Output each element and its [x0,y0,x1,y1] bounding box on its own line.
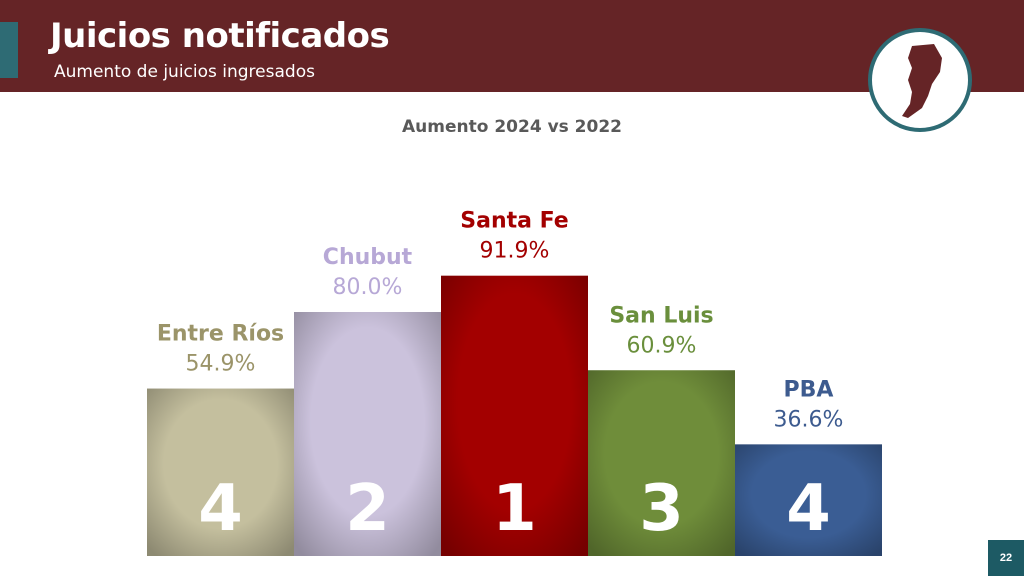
header-accent [0,22,18,78]
bar-shading [294,312,441,556]
province-map-icon [868,28,972,132]
bar-shading [441,275,588,556]
page-number: 22 [988,540,1024,576]
data-label: 60.9% [627,333,697,358]
bar-rank-label: 2 [345,472,390,546]
bar-rank-label: 1 [492,472,537,546]
data-label: 80.0% [333,275,403,300]
page-title: Juicios notificados [50,16,390,56]
data-label: 54.9% [186,352,256,377]
bar-shading [735,444,882,556]
category-label: San Luis [609,303,713,328]
chart-title: Aumento 2024 vs 2022 [402,117,622,137]
category-label: PBA [784,377,834,402]
data-label: 91.9% [480,239,550,264]
header-bar: Juicios notificados Aumento de juicios i… [0,0,1024,92]
category-label: Entre Ríos [157,322,284,347]
bar-shading [588,370,735,556]
category-label: Chubut [323,245,413,270]
data-label: 36.6% [774,407,844,432]
category-label: Santa Fe [460,209,568,234]
bar-shading [147,388,294,556]
bar-rank-label: 4 [786,472,831,546]
page-subtitle: Aumento de juicios ingresados [54,62,315,82]
bar-rank-label: 4 [198,472,243,546]
bar-rank-label: 3 [639,472,684,546]
